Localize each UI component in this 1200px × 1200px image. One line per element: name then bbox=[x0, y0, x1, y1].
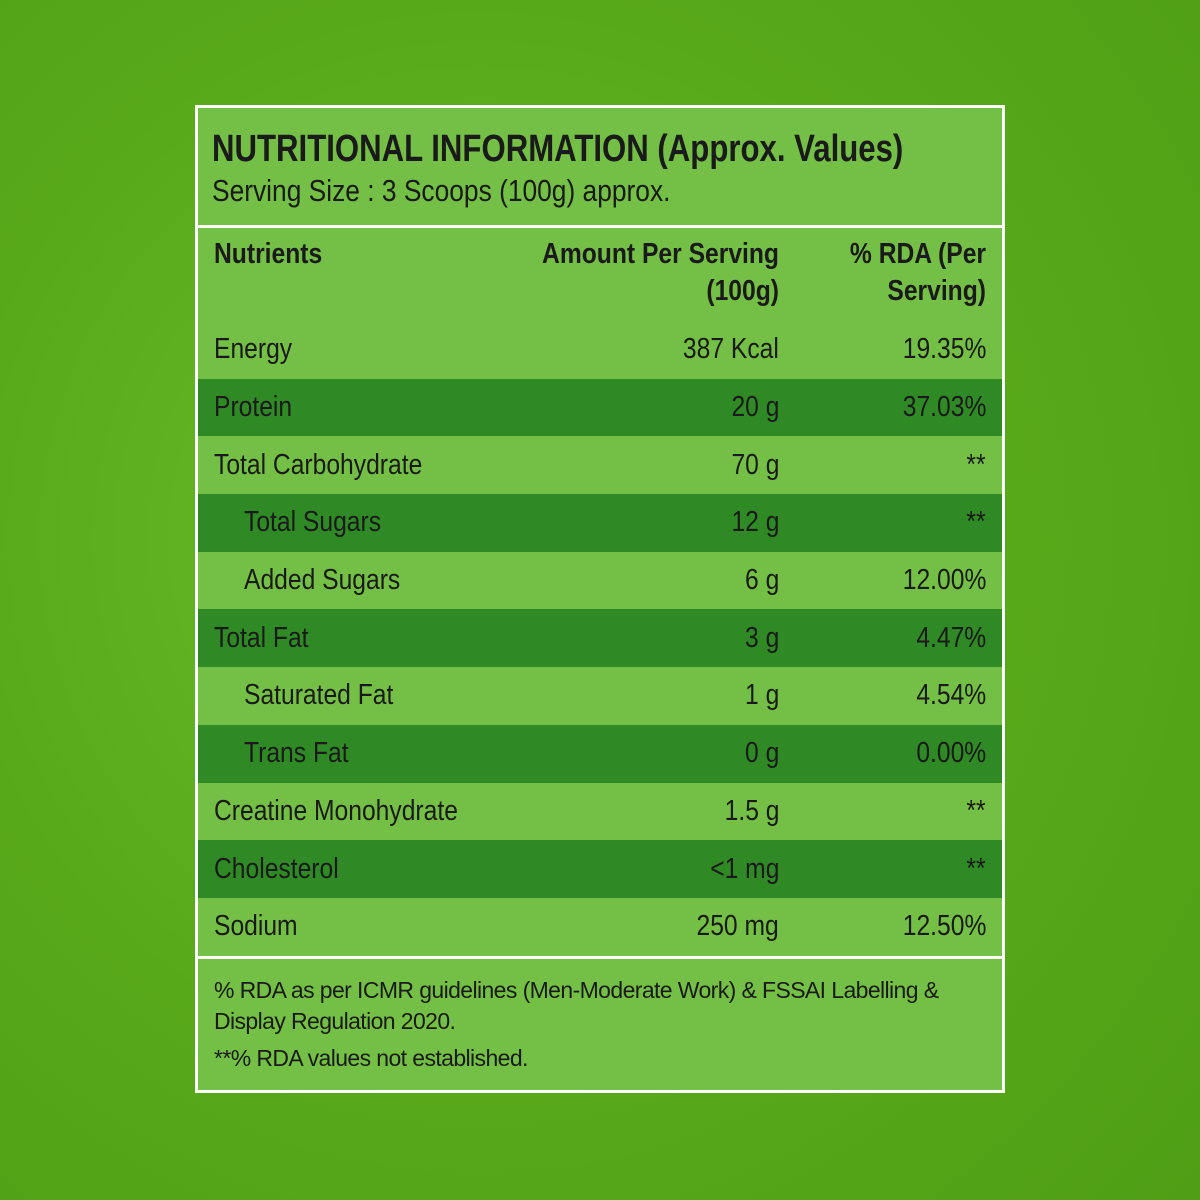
card-header: NUTRITIONAL INFORMATION (Approx. Values)… bbox=[198, 108, 1002, 228]
nutrient: Sodium bbox=[214, 910, 298, 943]
nutrient: Energy bbox=[214, 333, 293, 366]
table-row: Saturated Fat 1 g 4.54% bbox=[198, 667, 1002, 725]
rda: 37.03% bbox=[902, 391, 986, 424]
rda: 4.47% bbox=[916, 621, 986, 654]
table-body: Energy 387 Kcal 19.35% Protein 20 g 37.03% Tot… bbox=[198, 321, 1002, 956]
rda: 0.00% bbox=[916, 737, 986, 770]
table-row: Total Sugars 12 g ** bbox=[198, 494, 1002, 552]
table-row: Cholesterol <1 mg ** bbox=[198, 840, 1002, 898]
amount: 387 Kcal bbox=[683, 333, 779, 366]
amount: <1 mg bbox=[709, 852, 779, 885]
amount: 70 g bbox=[731, 448, 779, 481]
rda: ** bbox=[966, 852, 986, 885]
rda: ** bbox=[966, 794, 986, 827]
nutrient: Creatine Monohydrate bbox=[214, 794, 458, 827]
serving-size: Serving Size : 3 Scoops (100g) approx. bbox=[212, 173, 671, 208]
footnote: % RDA as per ICMR guidelines (Men-Modera… bbox=[214, 976, 939, 1034]
table: Nutrients Amount Per Serving (100g) % RD… bbox=[198, 228, 1002, 956]
nutrient: Saturated Fat bbox=[244, 679, 394, 712]
footnote: **% RDA values not established. bbox=[214, 1044, 528, 1071]
footer: % RDA as per ICMR guidelines (Men-Modera… bbox=[198, 955, 1002, 1074]
nutrient: Cholesterol bbox=[214, 852, 339, 885]
table-row: Total Carbohydrate 70 g ** bbox=[198, 436, 1002, 495]
nutrient: Total Sugars bbox=[244, 506, 382, 539]
nutrient: Protein bbox=[214, 391, 293, 424]
nutrient: Added Sugars bbox=[244, 564, 401, 597]
column-header: % RDA (Per Serving) bbox=[849, 238, 986, 307]
amount: 12 g bbox=[731, 506, 779, 539]
rda: 19.35% bbox=[902, 333, 986, 366]
rda: ** bbox=[966, 448, 986, 481]
amount: 20 g bbox=[731, 391, 779, 424]
rda: ** bbox=[966, 506, 986, 539]
rda: 12.50% bbox=[902, 910, 986, 943]
table-row: Energy 387 Kcal 19.35% bbox=[198, 321, 1002, 379]
nutrient: Total Fat bbox=[214, 621, 309, 654]
amount: 0 g bbox=[744, 737, 779, 770]
table-row: Total Fat 3 g 4.47% bbox=[198, 609, 1002, 668]
column-header: Amount Per Serving (100g) bbox=[542, 238, 779, 307]
nutrition-card: NUTRITIONAL INFORMATION (Approx. Values)… bbox=[195, 105, 1005, 1093]
table-row: Protein 20 g 37.03% bbox=[198, 378, 1002, 437]
table-row: Sodium 250 mg 12.50% bbox=[198, 897, 1002, 956]
amount: 3 g bbox=[744, 621, 779, 654]
nutrient: Total Carbohydrate bbox=[214, 448, 423, 481]
table-row: Trans Fat 0 g 0.00% bbox=[198, 724, 1002, 783]
column-header: Nutrients bbox=[214, 238, 323, 270]
table-header: Nutrients Amount Per Serving (100g) % RD… bbox=[198, 228, 1002, 321]
amount: 250 mg bbox=[696, 910, 779, 943]
rda: 4.54% bbox=[916, 679, 986, 712]
amount: 1.5 g bbox=[724, 794, 779, 827]
amount: 1 g bbox=[744, 679, 779, 712]
nutrient: Trans Fat bbox=[244, 737, 349, 770]
amount: 6 g bbox=[744, 564, 779, 597]
table-row: Creatine Monohydrate 1.5 g ** bbox=[198, 782, 1002, 841]
rda: 12.00% bbox=[902, 564, 986, 597]
table-row: Added Sugars 6 g 12.00% bbox=[198, 551, 1002, 610]
title: NUTRITIONAL INFORMATION (Approx. Values) bbox=[212, 128, 904, 170]
